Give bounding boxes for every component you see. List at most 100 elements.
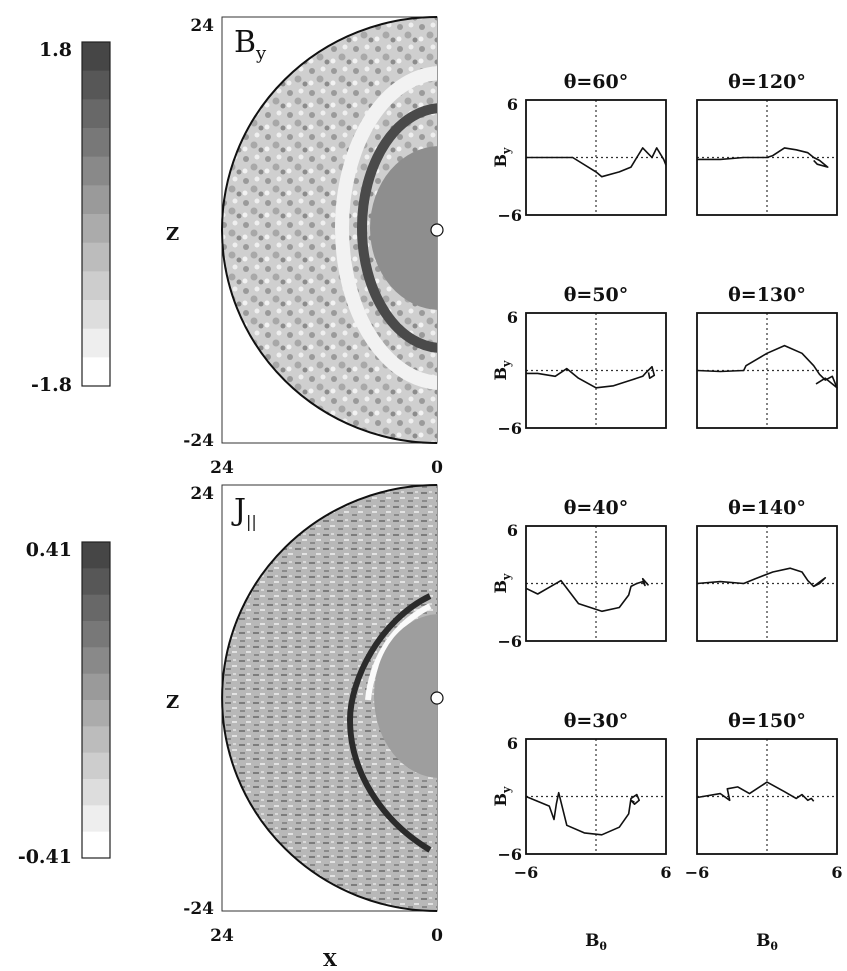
hodogram-xtick-left: −6: [685, 863, 710, 882]
colorbar-by-swatches: [82, 42, 110, 387]
hodogram-ylabel: By: [491, 786, 513, 807]
colorbar-swatch: [82, 673, 110, 701]
hodogram-trace: [526, 147, 667, 178]
colorbar-swatch: [82, 357, 110, 387]
map-by-xtick-right: 0: [431, 458, 443, 478]
colorbar-swatch: [82, 805, 110, 833]
colorbar-jpar-min: -0.41: [18, 846, 72, 868]
colorbar-swatch: [82, 726, 110, 754]
colorbar-swatch: [82, 621, 110, 648]
hodogram-frame: [525, 312, 667, 429]
colorbar-swatch: [82, 647, 110, 675]
hodogram-trace: [696, 344, 838, 389]
colorbar-swatch: [82, 242, 110, 272]
colorbar-swatch: [82, 594, 110, 622]
hodogram-ytick-bottom: −6: [497, 632, 522, 651]
hodogram-ytick-bottom: −6: [497, 845, 522, 864]
colorbar-swatch: [82, 700, 110, 727]
hodogram-title: θ=150°: [728, 710, 806, 732]
hodogram-trace: [525, 577, 650, 613]
colorbar-swatch: [82, 752, 110, 780]
map-jpar-xtick-left: 24: [210, 926, 234, 946]
colorbar-swatch: [82, 300, 110, 330]
map-jpar-field-label: J||: [231, 493, 257, 531]
map-by-ytick-top: 24: [190, 16, 214, 36]
hodogram-ylabel: By: [491, 147, 513, 168]
hodogram-ytick-top: 6: [507, 734, 518, 753]
hodogram-panel: θ=40° 6 −6 By: [491, 497, 667, 651]
colorbar-swatch: [82, 568, 110, 596]
hodogram-trace: [525, 791, 641, 836]
map-by: By Z 24 -24 24 0: [166, 16, 444, 478]
map-jpar-ytick-bottom: -24: [183, 899, 214, 919]
colorbar-swatch: [82, 156, 110, 186]
colorbar-by: 1.8 -1.8: [31, 39, 111, 396]
colorbar-jpar-max: 0.41: [26, 539, 72, 561]
map-jpar-ytick-top: 24: [190, 484, 214, 504]
map-by-ytick-bottom: -24: [183, 431, 214, 451]
colorbar-by-min: -1.8: [31, 374, 72, 396]
map-jpar-ylabel: Z: [166, 692, 179, 713]
map-by-xtick-left: 24: [210, 458, 234, 478]
colorbar-jpar-frame: [81, 541, 111, 859]
colorbar-swatch: [82, 42, 110, 72]
hodogram-xtick-right: 6: [831, 863, 842, 882]
colorbar-by-frame: [81, 41, 111, 387]
hodogram-frame: [696, 738, 838, 855]
colorbar-swatch: [82, 128, 110, 158]
colorbar-jpar: 0.41 -0.41: [18, 539, 111, 868]
hodogram-xtick-left: −6: [514, 863, 539, 882]
hodogram-ytick-top: 6: [507, 521, 518, 540]
hodogram-title: θ=140°: [728, 497, 806, 519]
hodogram-ytick-top: 6: [507, 308, 518, 327]
map-jpar: J|| Z 24 -24 24 0: [166, 484, 444, 946]
hodogram-title: θ=60°: [564, 71, 629, 93]
hodogram-grid: θ=60° 6 −6 By θ=120° θ=50° 6 −6 By θ=130° θ=40° 6 −6…: [491, 71, 843, 882]
hodogram-title: θ=40°: [564, 497, 629, 519]
colorbar-swatch: [82, 214, 110, 244]
colorbar-swatch: [82, 542, 110, 569]
hodogram-title: θ=130°: [728, 284, 806, 306]
map-by-boundary: [221, 16, 438, 444]
hodogram-trace: [526, 365, 656, 389]
map-by-field-label: By: [234, 25, 267, 64]
hodogram-frame: [525, 525, 667, 642]
hodogram-ytick-bottom: −6: [497, 419, 522, 438]
hodogram-ylabel: By: [491, 360, 513, 381]
hodogram-panel: θ=60° 6 −6 By: [491, 71, 667, 225]
colorbar-swatch: [82, 831, 110, 859]
colorbar-swatch: [82, 70, 110, 100]
colorbar-swatch: [82, 185, 110, 215]
colorbar-swatch: [82, 99, 110, 129]
hodogram-title: θ=30°: [564, 710, 629, 732]
hodogram-panel: θ=130°: [696, 284, 838, 429]
hodogram-panel: θ=50° 6 −6 By: [491, 284, 667, 438]
hodogram-title: θ=50°: [564, 284, 629, 306]
map-jpar-boundary: [221, 484, 438, 912]
colorbar-by-max: 1.8: [39, 39, 72, 61]
hodogram-panel: θ=30° 6 −6 By −6 6: [491, 710, 672, 882]
map-by-ylabel: Z: [166, 224, 179, 245]
colorbar-swatch: [82, 328, 110, 358]
hodogram-ytick-bottom: −6: [497, 206, 522, 225]
hodogram-xlabel-right: Bθ: [756, 931, 778, 953]
map-by-planet-marker: [430, 223, 444, 237]
hodogram-ytick-top: 6: [507, 95, 518, 114]
hodogram-frame: [696, 99, 838, 216]
colorbar-swatch: [82, 779, 110, 806]
map-jpar-xtick-right: 0: [431, 926, 443, 946]
map-x-axis-label: X: [323, 950, 337, 971]
hodogram-title: θ=120°: [728, 71, 806, 93]
hodogram-xlabel-left: Bθ: [585, 931, 607, 953]
hodogram-xtick-right: 6: [660, 863, 671, 882]
map-jpar-field: [222, 485, 437, 911]
map-jpar-planet-marker: [430, 691, 444, 705]
colorbar-swatch: [82, 271, 110, 301]
hodogram-trace: [696, 567, 827, 588]
hodogram-trace: [697, 147, 829, 168]
hodogram-trace: [696, 781, 815, 802]
hodogram-panel: θ=120°: [696, 71, 838, 216]
hodogram-ylabel: By: [491, 573, 513, 594]
colorbar-jpar-swatches: [82, 542, 110, 859]
